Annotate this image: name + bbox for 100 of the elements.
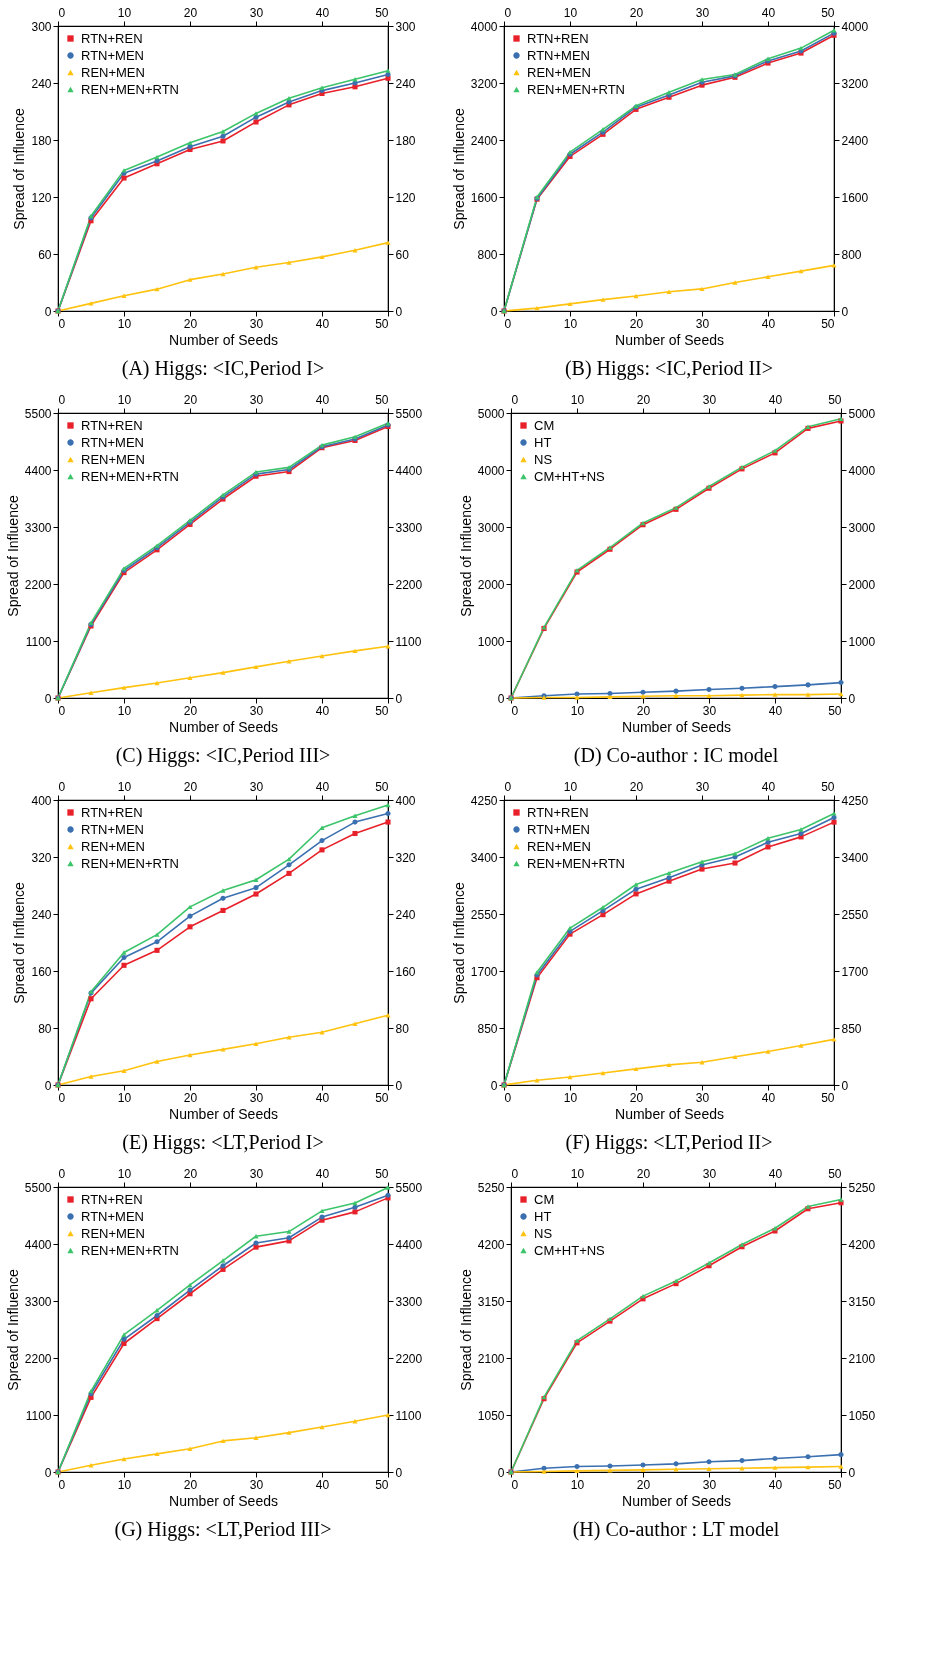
legend-label: RTN+MEN [81,47,144,63]
legend-label: REN+MEN [527,64,591,80]
legend-label: REN+MEN [81,1225,145,1241]
y2-tick-label: 5000 [848,406,876,421]
y-tick-label: 4200 [477,1237,505,1252]
y-axis-title: Spread of Influence [4,1269,21,1391]
y-tick-label: 4400 [24,463,52,478]
x-tick-label: 30 [695,316,710,331]
y2-tick-label: 1600 [841,190,869,205]
y-tick-label: 2200 [24,1351,52,1366]
x-tick-label: 40 [315,1477,330,1492]
x-axis-title: Number of Seeds [169,718,278,735]
y2-tick-label: 0 [395,691,403,706]
x-axis-title: Number of Seeds [622,718,731,735]
y2-tick-label: 3000 [848,520,876,535]
x2-tick-label: 10 [570,392,585,407]
legend-label: RTN+REN [81,417,143,433]
legend-label: REN+MEN+RTN [81,81,180,97]
y2-tick-label: 0 [395,1078,403,1093]
x-tick-label: 30 [249,1090,264,1105]
legend-label: CM [534,1191,555,1207]
x-tick-label: 20 [183,1090,198,1105]
y-tick-label: 3150 [477,1294,505,1309]
x2-tick-label: 20 [629,5,644,20]
x-tick-label: 50 [821,316,835,331]
y-axis-title: Spread of Influence [450,108,467,230]
text: (C) Higgs: <IC,Period III> [115,744,331,767]
x-tick-label: 30 [249,703,264,718]
y-tick-label: 1600 [470,190,498,205]
x-axis-title: Number of Seeds [169,331,278,348]
x2-tick-label: 30 [249,779,264,794]
y-tick-label: 400 [31,793,52,808]
y2-tick-label: 60 [395,247,410,262]
x2-tick-label: 10 [117,779,132,794]
legend-label: RTN+MEN [527,47,590,63]
x-tick-label: 20 [629,316,644,331]
y2-tick-label: 3300 [395,1294,423,1309]
legend-label: REN+MEN [81,838,145,854]
legend-label: HT [534,434,552,450]
x2-tick-label: 10 [117,1166,132,1181]
y2-tick-label: 2200 [395,1351,423,1366]
y-tick-label: 3300 [24,520,52,535]
x-tick-label: 10 [563,1090,578,1105]
legend-label: REN+MEN+RTN [527,855,626,871]
y2-tick-label: 1050 [848,1408,876,1423]
legend-label: RTN+REN [527,804,589,820]
y-tick-label: 0 [490,304,498,319]
x2-tick-label: 40 [315,1166,330,1181]
legend-label: REN+MEN+RTN [81,468,180,484]
y-tick-label: 0 [44,1078,52,1093]
y-tick-label: 240 [31,907,52,922]
x2-tick-label: 50 [375,1166,389,1181]
legend-label: CM [534,417,555,433]
x-tick-label: 0 [58,1090,66,1105]
x-tick-label: 40 [761,1090,776,1105]
y-tick-label: 4000 [477,463,505,478]
legend-label: NS [534,1225,553,1241]
x-tick-label: 20 [636,1477,651,1492]
text: (H) Co-author : LT model [572,1518,780,1541]
y2-tick-label: 320 [395,850,416,865]
y-tick-label: 1050 [477,1408,505,1423]
y2-tick-label: 0 [848,691,856,706]
y2-tick-label: 5500 [395,1180,423,1195]
y2-tick-label: 300 [395,19,416,34]
x-tick-label: 10 [117,1477,132,1492]
legend-label: RTN+REN [81,30,143,46]
x-tick-label: 20 [183,1477,198,1492]
x-axis-title: Number of Seeds [169,1105,278,1122]
legend-label: CM+HT+NS [534,468,606,484]
x-tick-label: 20 [636,703,651,718]
x2-tick-label: 0 [58,392,66,407]
x-tick-label: 10 [563,316,578,331]
y-tick-label: 5500 [24,1180,52,1195]
y2-tick-label: 5500 [395,406,423,421]
y-tick-label: 80 [38,1021,52,1036]
x2-tick-label: 30 [702,1166,717,1181]
y-tick-label: 0 [44,304,52,319]
text: (G) Higgs: <LT,Period III> [114,1518,332,1541]
x-tick-label: 10 [570,703,585,718]
legend-label: REN+MEN [81,451,145,467]
x2-tick-label: 10 [570,1166,585,1181]
x2-tick-label: 30 [702,392,717,407]
x2-tick-label: 50 [375,5,389,20]
x-tick-label: 40 [315,316,330,331]
x2-tick-label: 50 [821,5,835,20]
y2-tick-label: 4200 [848,1237,876,1252]
legend-label: RTN+MEN [81,821,144,837]
x2-tick-label: 40 [315,779,330,794]
legend-label: RTN+MEN [527,821,590,837]
y2-tick-label: 2400 [841,133,869,148]
x2-tick-label: 10 [563,5,578,20]
x2-tick-label: 50 [828,1166,842,1181]
y-axis-title: Spread of Influence [4,495,21,617]
y2-tick-label: 4400 [395,463,423,478]
text: (D) Co-author : IC model [573,744,779,767]
x-tick-label: 30 [702,1477,717,1492]
x-tick-label: 50 [828,703,842,718]
x-tick-label: 10 [117,316,132,331]
y2-tick-label: 2000 [848,577,876,592]
x2-tick-label: 40 [761,779,776,794]
